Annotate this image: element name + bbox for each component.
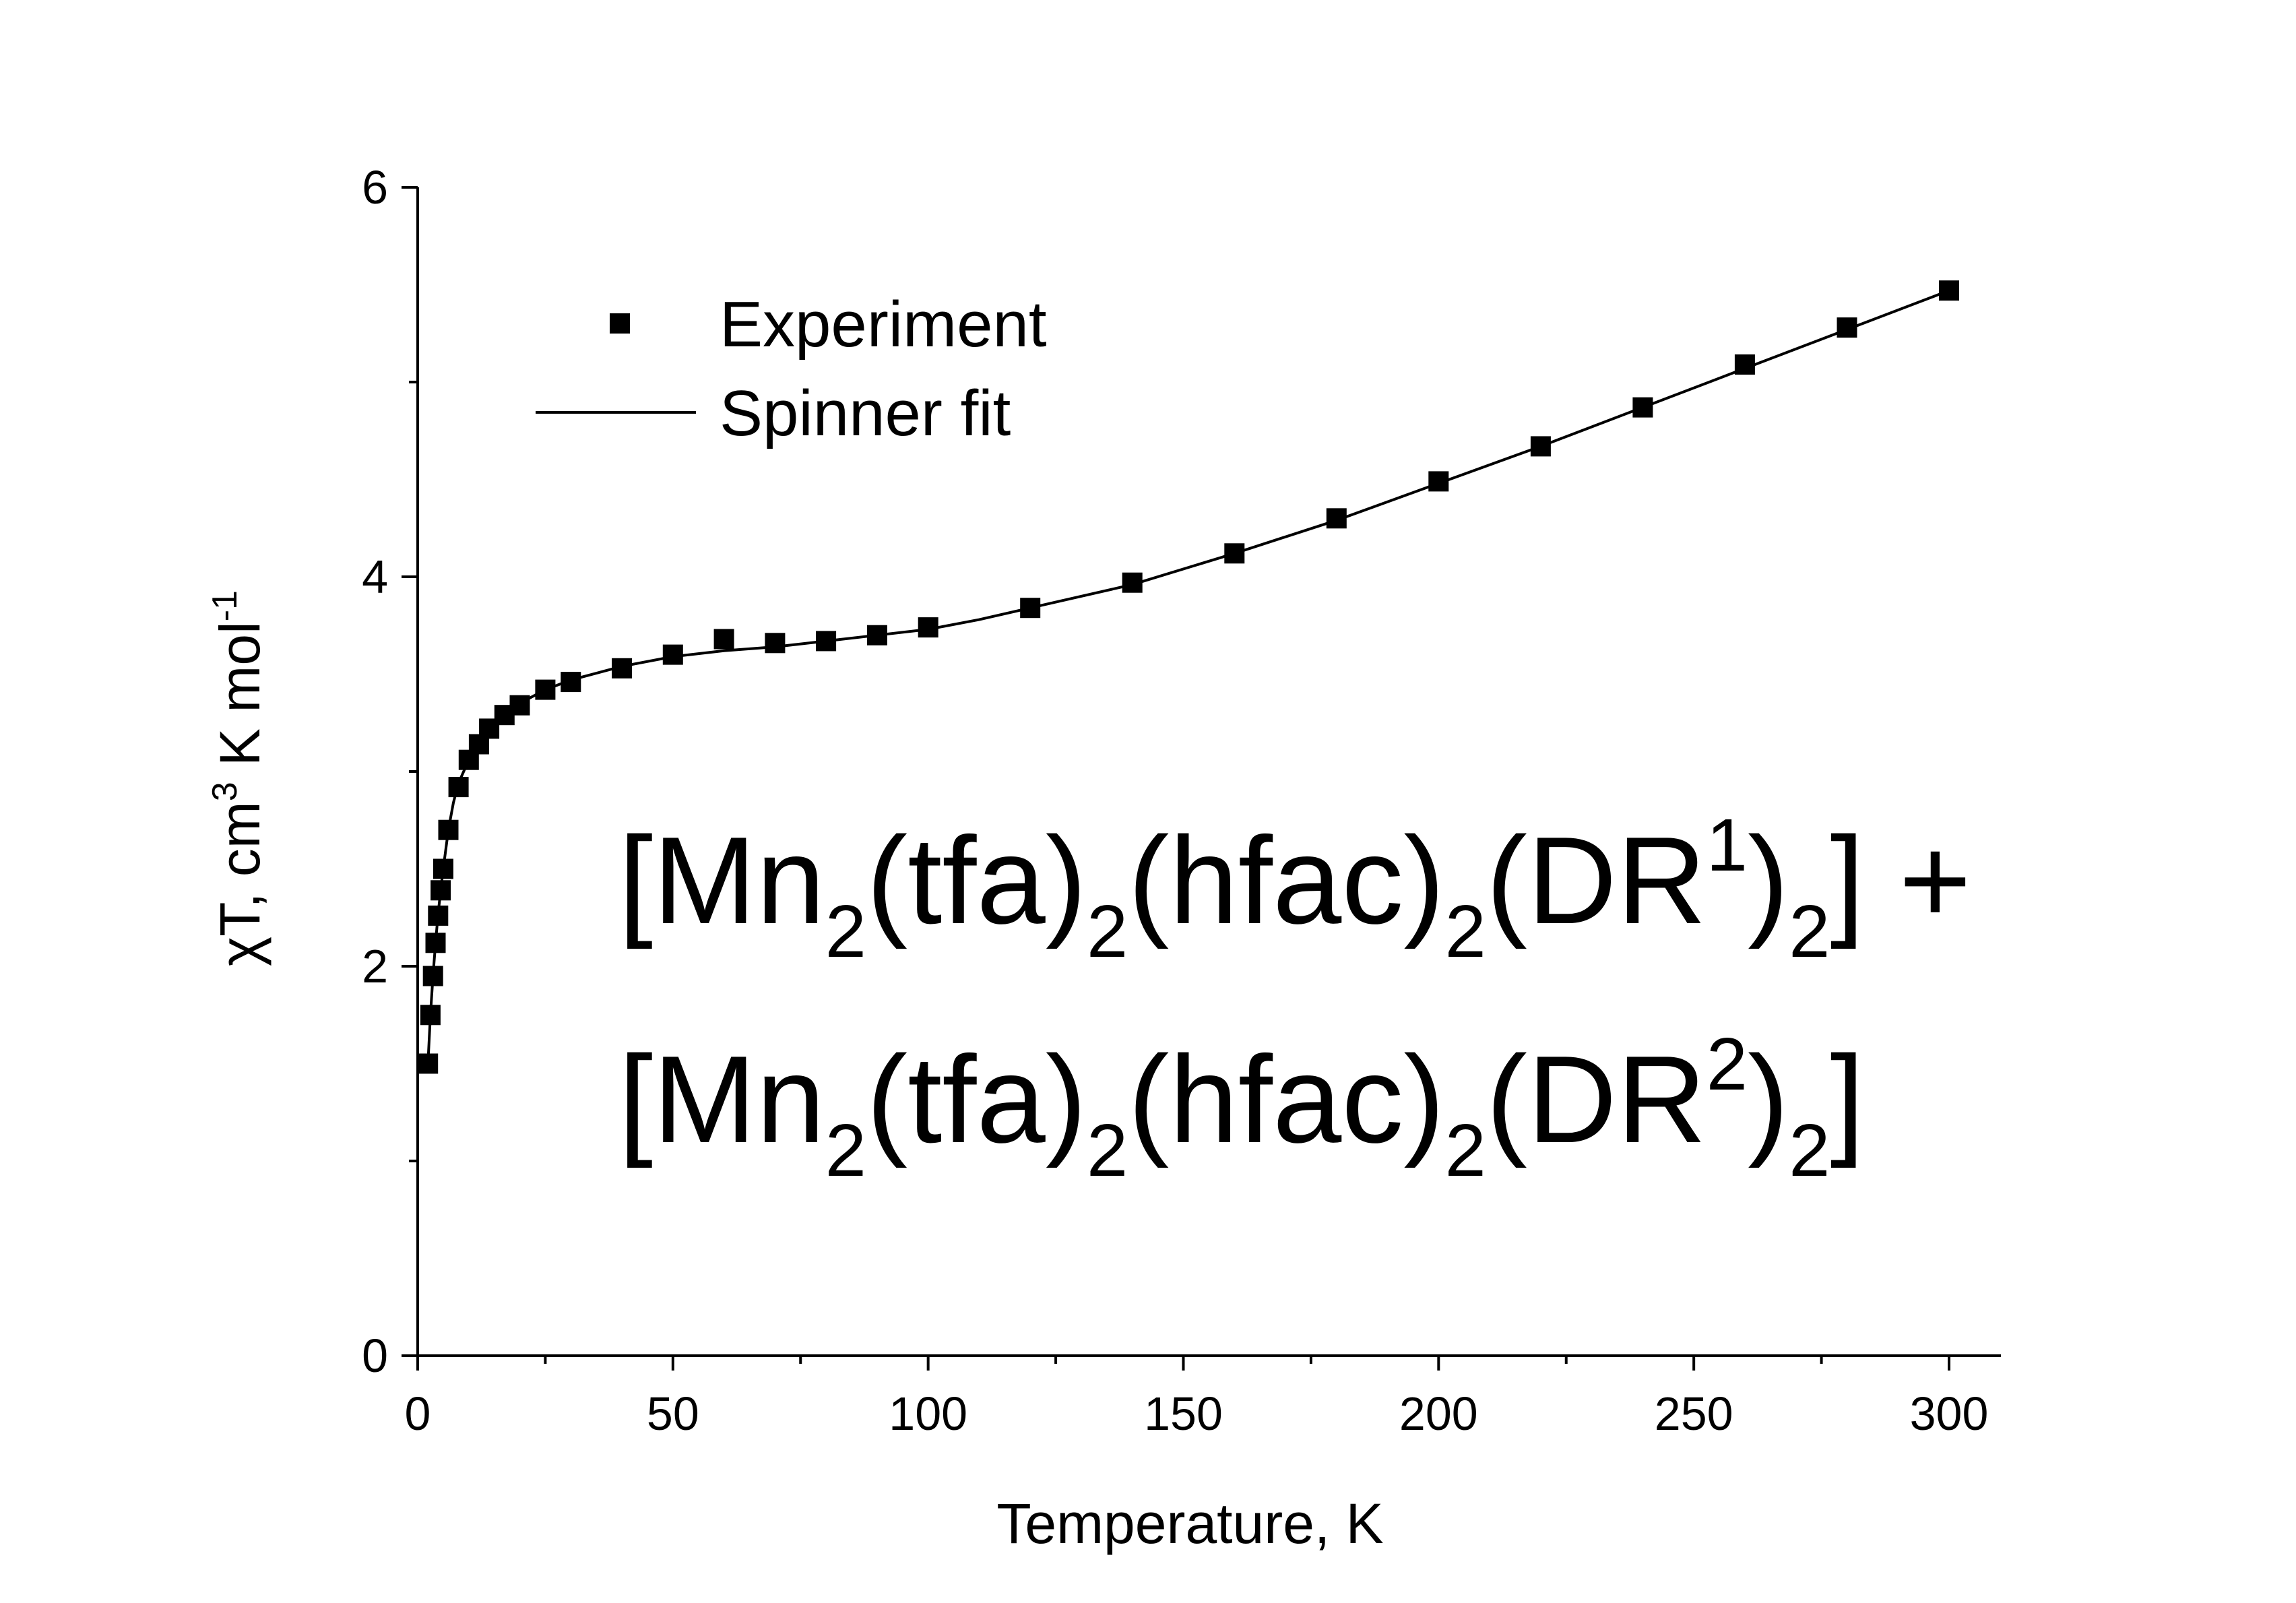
x-tick-label: 300 (1910, 1387, 1989, 1440)
x-tick-label: 200 (1399, 1387, 1478, 1440)
data-point (425, 933, 446, 953)
data-point (765, 633, 786, 654)
y-axis-title: χT, cm3 K mol-1 (205, 590, 272, 966)
data-point (1734, 354, 1755, 375)
data-point (535, 679, 556, 700)
data-point (1326, 508, 1347, 529)
data-point (612, 658, 633, 679)
data-point (866, 625, 887, 646)
legend: Experiment Spinner fit (536, 288, 1047, 449)
x-tick-label: 250 (1655, 1387, 1733, 1440)
y-tick-label: 6 (362, 161, 388, 214)
data-point (428, 905, 449, 926)
data-point (1939, 280, 1959, 301)
data-point (420, 1005, 441, 1026)
data-point (918, 617, 938, 638)
data-point (1632, 397, 1653, 418)
series-layer (418, 280, 1959, 1074)
data-point (422, 966, 443, 986)
data-point (816, 631, 837, 652)
data-point (438, 819, 459, 840)
data-point (1530, 436, 1551, 457)
data-point (1020, 598, 1041, 619)
data-point (430, 880, 451, 901)
y-tick-label: 4 (362, 551, 388, 603)
data-point (448, 777, 469, 798)
x-tick-label: 150 (1144, 1387, 1223, 1440)
legend-label: Experiment (720, 288, 1047, 360)
axes-layer: 0 50 100 150 200 250 300 0 2 4 6 Temperature, K χT, … (205, 161, 2001, 1555)
data-point (1122, 572, 1143, 593)
y-tick-label: 2 (362, 940, 388, 993)
legend-marker (610, 313, 630, 334)
data-point (1224, 543, 1245, 564)
legend-label: Spinner fit (720, 377, 1011, 449)
formula-line-2: [Mn2(tfa)2(hfac)2(DR2)2] (618, 1023, 1865, 1192)
data-point (509, 695, 530, 716)
y-tick-label: 0 (362, 1329, 388, 1382)
data-point (662, 644, 683, 665)
data-point (1428, 471, 1449, 492)
data-point (561, 672, 581, 693)
x-tick-label: 0 (405, 1387, 431, 1440)
formula-annotation: [Mn2(tfa)2(hfac)2(DR1)2] + [Mn2(tfa)2(hfa… (618, 804, 1971, 1192)
formula-line-1: [Mn2(tfa)2(hfac)2(DR1)2] + (618, 804, 1971, 973)
data-point (1837, 317, 1857, 338)
data-point (713, 629, 734, 650)
x-axis-title: Temperature, K (996, 1492, 1383, 1555)
x-tick-label: 50 (647, 1387, 699, 1440)
x-tick-label: 100 (889, 1387, 967, 1440)
data-point (418, 1053, 439, 1074)
data-point (433, 858, 453, 879)
